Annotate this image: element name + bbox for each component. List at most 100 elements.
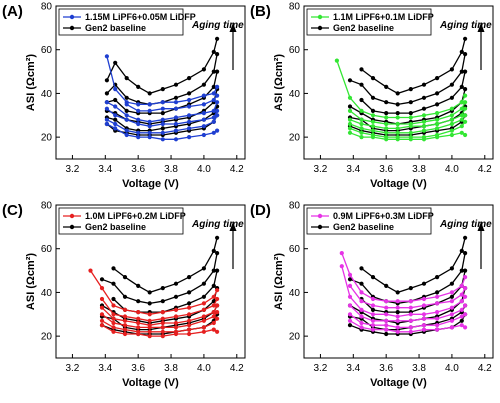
data-point [99, 318, 105, 323]
data-point [459, 130, 464, 135]
data-point [370, 307, 376, 312]
data-point [187, 97, 192, 103]
data-point [347, 323, 353, 328]
data-point [384, 283, 389, 288]
data-point [99, 296, 105, 302]
data-point [99, 277, 105, 282]
data-point [435, 327, 440, 332]
data-point [408, 115, 413, 120]
data-point [136, 135, 141, 140]
data-point [160, 130, 165, 135]
data-point [370, 275, 376, 280]
electrolyte-series-2 [347, 283, 468, 310]
data-point [111, 266, 116, 271]
data-point [395, 329, 400, 334]
data-point [370, 303, 376, 308]
data-point [113, 117, 118, 122]
data-point [395, 115, 400, 120]
data-point [160, 325, 165, 330]
data-point [384, 299, 389, 304]
data-point [104, 121, 109, 127]
data-point [384, 111, 389, 116]
data-point [187, 275, 192, 280]
chart-panel-4: (D) 3.2 3.4 3.6 3.8 4.0 4.2 20 40 60 80 Voltage (V)… [250, 201, 494, 389]
data-point [459, 283, 464, 288]
data-point [104, 91, 109, 96]
legend-swatch-marker [317, 14, 323, 20]
data-point [459, 314, 464, 319]
series-line [361, 71, 466, 114]
data-point [211, 91, 216, 96]
data-point [187, 104, 192, 109]
x-axis-title: Voltage (V) [370, 178, 427, 190]
baseline-series-3 [111, 268, 220, 315]
data-point [449, 67, 454, 72]
y-axis-title: ASI (Ωcm²) [273, 253, 285, 310]
data-point [359, 135, 364, 140]
data-point [463, 251, 468, 256]
data-point [201, 294, 206, 299]
data-point [459, 84, 464, 89]
data-point [173, 121, 179, 127]
data-point [160, 126, 165, 131]
data-point [211, 314, 216, 319]
x-tick-label: 3.4 [98, 164, 112, 175]
data-point [211, 268, 216, 273]
data-point [201, 132, 206, 138]
data-point [160, 137, 165, 142]
data-point [347, 272, 353, 277]
data-point [384, 100, 389, 105]
data-point [136, 102, 141, 107]
data-point [384, 121, 389, 127]
data-point [160, 320, 165, 326]
x-tick-label: 4.2 [478, 164, 492, 175]
data-point [449, 82, 454, 87]
data-point [111, 316, 116, 321]
data-point [124, 128, 129, 133]
data-point [215, 329, 220, 334]
series-line [113, 237, 218, 294]
x-tick-label: 4.2 [478, 363, 492, 374]
data-point [124, 113, 129, 118]
data-point [187, 327, 192, 332]
data-point [215, 84, 220, 89]
data-point [160, 87, 165, 92]
data-point [136, 121, 141, 127]
electrolyte-series-4 [347, 303, 468, 323]
data-point [408, 100, 413, 105]
data-point [215, 52, 220, 57]
data-point [211, 49, 216, 55]
data-point [173, 115, 179, 120]
legend-box [58, 207, 184, 235]
data-point [173, 137, 179, 142]
x-axis-title: Voltage (V) [122, 377, 179, 389]
data-point [449, 113, 454, 118]
data-point [449, 290, 454, 295]
data-point [435, 301, 440, 306]
data-point [370, 318, 376, 323]
x-axis-title: Voltage (V) [122, 178, 179, 190]
data-point [359, 314, 364, 319]
data-point [449, 312, 454, 317]
data-point [347, 294, 353, 299]
aging-time-label: Aging time [191, 20, 244, 31]
data-point [459, 117, 464, 122]
data-point [201, 325, 206, 330]
data-point [359, 67, 364, 72]
data-point [421, 106, 427, 111]
data-point [215, 303, 220, 308]
data-point [347, 126, 353, 131]
plot-frame [55, 5, 246, 160]
data-point [384, 115, 389, 120]
y-tick-label: 60 [289, 45, 301, 56]
data-point [435, 111, 440, 116]
electrolyte-series-3 [339, 264, 468, 319]
data-point [435, 102, 440, 107]
plot-frame [303, 204, 494, 359]
data-point [104, 106, 109, 111]
data-point [449, 318, 454, 323]
data-point [99, 286, 105, 291]
x-tick-label: 4.0 [197, 164, 211, 175]
legend-entry: 1.15M LiPF6+0.05M LiDFP [85, 12, 196, 22]
